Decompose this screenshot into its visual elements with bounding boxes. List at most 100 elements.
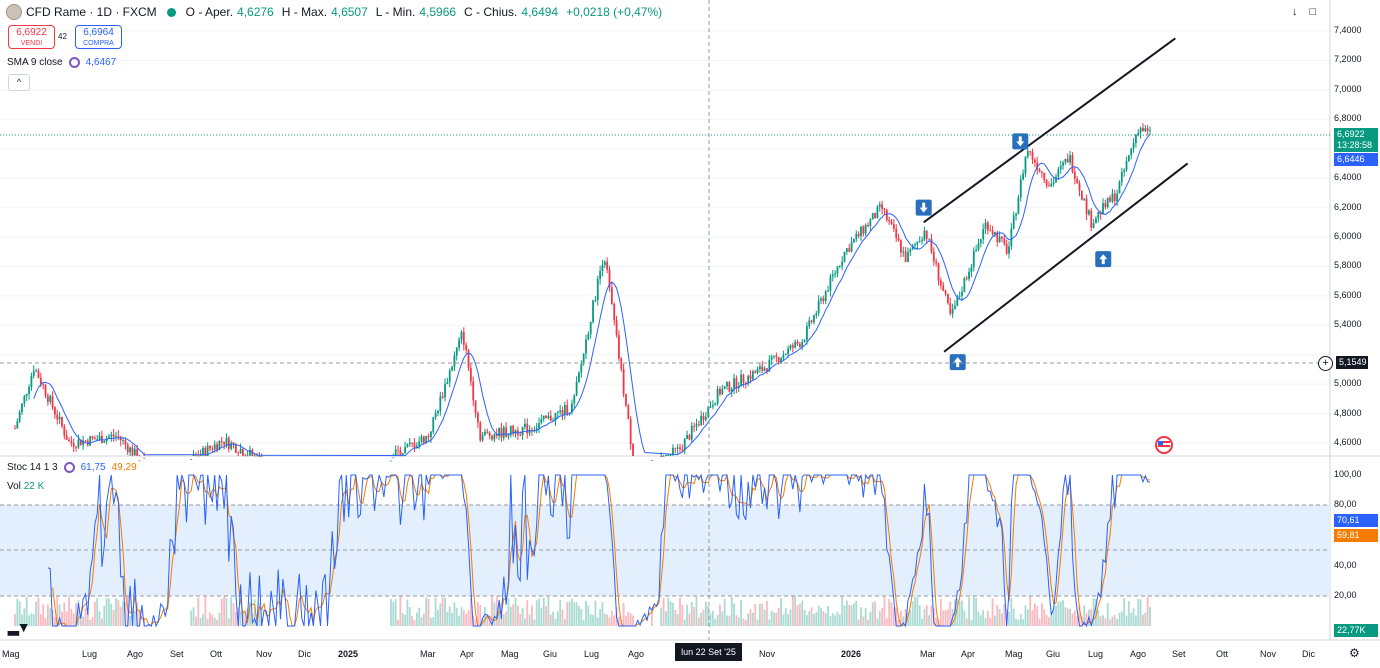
- candle-body: [1024, 156, 1027, 174]
- collapse-legend-button[interactable]: ^: [8, 74, 30, 91]
- candle-body: [921, 239, 923, 242]
- symbol-title[interactable]: CFD Rame · 1D · FXCM: [26, 5, 157, 19]
- candle-body: [216, 444, 218, 450]
- volume-legend[interactable]: Vol 22 K: [7, 481, 44, 492]
- volume-bar: [404, 614, 406, 626]
- tradingview-logo-icon[interactable]: ▂▼: [8, 619, 31, 635]
- price-tick-label: 6,8000: [1334, 113, 1362, 124]
- candle-body: [1137, 132, 1140, 135]
- candle-body: [972, 251, 975, 268]
- volume-bar: [578, 606, 580, 626]
- time-tick-label: Apr: [961, 649, 976, 659]
- candle-body: [775, 355, 778, 358]
- sma-9-line: [33, 133, 1151, 457]
- volume-bar: [580, 608, 583, 626]
- stochastic-d-tag: 59,81: [1334, 529, 1378, 542]
- volume-bar: [754, 603, 757, 626]
- stochastic-d-value: 49,29: [111, 462, 137, 473]
- volume-bar: [531, 605, 533, 626]
- candle-body: [864, 225, 867, 234]
- price-tick-label: 7,0000: [1334, 83, 1362, 94]
- volume-bar: [885, 618, 888, 626]
- volume-bar: [434, 597, 437, 626]
- volume-bar: [514, 597, 517, 626]
- candle-body: [72, 443, 75, 447]
- volume-bar: [545, 606, 547, 626]
- volume-bar: [808, 611, 811, 626]
- volume-bar: [829, 616, 832, 626]
- candle-body: [413, 442, 416, 448]
- candle-body: [674, 447, 677, 449]
- sma-value: 4,6467: [85, 57, 117, 68]
- volume-bar: [232, 603, 235, 626]
- volume-bar: [991, 598, 994, 626]
- candle-body: [1066, 158, 1069, 163]
- volume-bar: [585, 600, 587, 626]
- volume-bar: [834, 615, 837, 626]
- candle-body: [1146, 128, 1149, 131]
- volume-bar: [239, 611, 242, 626]
- volume-bar: [1097, 610, 1100, 626]
- trend-channel[interactable]: [923, 37, 1189, 353]
- volume-bar: [923, 609, 926, 626]
- price-tick-label: 6,0000: [1334, 231, 1362, 241]
- volume-bar: [961, 600, 963, 626]
- volume-bar: [1024, 605, 1027, 626]
- add-alert-icon[interactable]: +: [1318, 356, 1333, 371]
- volume-bar: [401, 613, 404, 626]
- candle-body: [507, 435, 510, 437]
- volume-bar: [984, 618, 987, 626]
- candle-body: [192, 454, 195, 456]
- candle-body: [256, 455, 258, 457]
- volume-bar: [676, 614, 679, 626]
- volume-bar: [1102, 615, 1104, 626]
- volume-bar: [939, 599, 942, 626]
- volume-bar: [488, 616, 491, 626]
- stochastic-settings-icon[interactable]: [63, 462, 75, 473]
- volume-bar: [888, 599, 891, 626]
- volume-bar: [850, 605, 853, 626]
- volume-bar: [909, 610, 912, 626]
- volume-bar: [244, 610, 247, 626]
- volume-bar: [498, 603, 500, 626]
- volume-bar: [610, 610, 613, 626]
- candle-body: [740, 374, 743, 387]
- candle-body: [1031, 151, 1034, 160]
- indicator-settings-icon[interactable]: [68, 57, 80, 68]
- volume-bar: [430, 618, 432, 626]
- gear-icon[interactable]: ⚙: [1349, 646, 1360, 660]
- volume-bar: [702, 609, 705, 626]
- volume-bar: [845, 600, 848, 626]
- candle-body: [84, 440, 87, 442]
- candle-body: [451, 366, 453, 371]
- volume-bar: [613, 615, 616, 626]
- download-icon[interactable]: ↓: [1292, 6, 1298, 18]
- stochastic-legend[interactable]: Stoc 14 1 3 61,75 49,29: [7, 462, 137, 473]
- volume-bar: [1064, 607, 1067, 626]
- candle-body: [709, 406, 712, 408]
- sma-legend[interactable]: SMA 9 close 4,6467: [7, 57, 116, 68]
- time-tick-label: 2026: [841, 649, 862, 659]
- candle-body: [1026, 151, 1029, 157]
- fullscreen-icon[interactable]: □: [1309, 6, 1317, 18]
- candle-body: [723, 386, 726, 389]
- candle-body: [904, 251, 907, 262]
- candle-body: [1071, 155, 1074, 172]
- candle-body: [549, 415, 552, 421]
- candle-body: [589, 321, 592, 335]
- candle-body: [32, 371, 35, 376]
- volume-bar: [211, 614, 214, 626]
- candle-body: [768, 359, 771, 372]
- candle-body: [869, 219, 872, 227]
- candle-body: [1050, 183, 1053, 187]
- volume-bar: [733, 603, 735, 626]
- volume-bar: [592, 615, 594, 626]
- candle-body: [479, 422, 482, 441]
- candle-body: [502, 427, 505, 438]
- sell-button[interactable]: 6,6922 VENDI: [8, 25, 55, 49]
- candle-body: [547, 415, 550, 419]
- candle-body: [49, 396, 52, 402]
- volume-bar: [594, 600, 597, 626]
- buy-button[interactable]: 6,6964 COMPRA: [75, 25, 122, 49]
